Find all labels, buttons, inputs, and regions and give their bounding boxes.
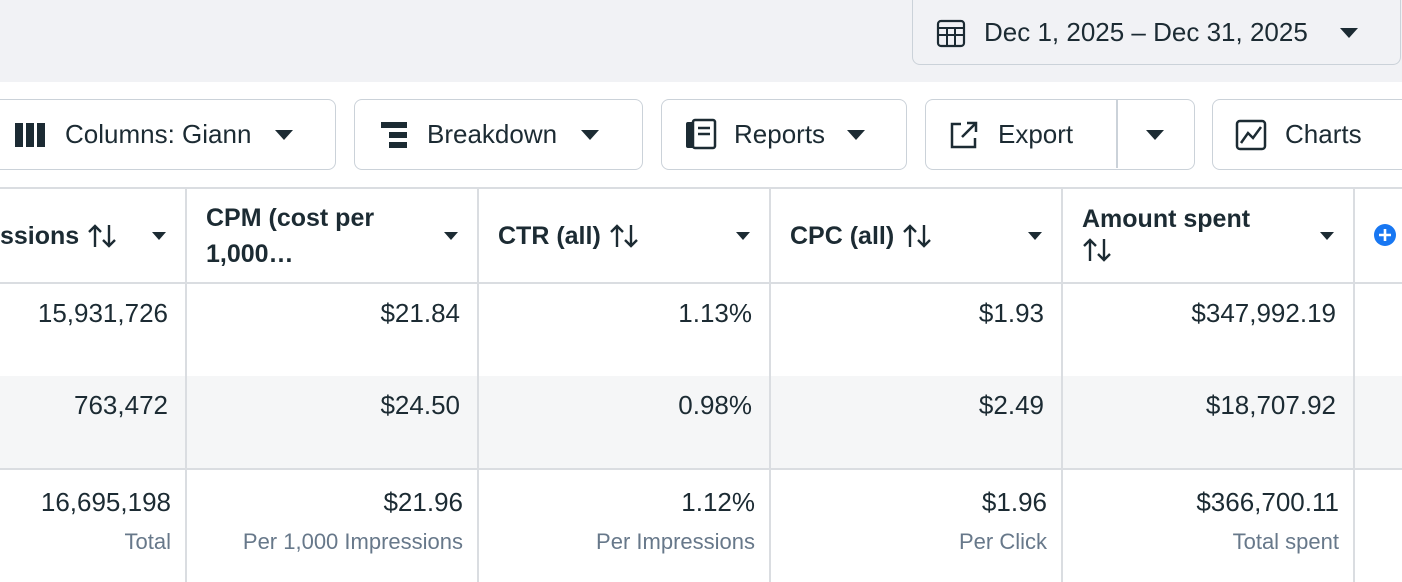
sort-icon[interactable]	[1082, 237, 1114, 263]
total-note: Per Click	[958, 529, 1047, 554]
dropdown-caret	[1339, 27, 1358, 38]
header-text: CPC (all)	[790, 222, 895, 250]
column-divider	[185, 187, 187, 582]
column-menu-caret[interactable]	[1027, 231, 1043, 241]
column-header[interactable]: ssions	[0, 201, 135, 271]
charts-button[interactable]: Charts	[1212, 99, 1402, 170]
total-note: Total	[124, 529, 171, 554]
column-menu-caret[interactable]	[443, 231, 459, 241]
plus-icon[interactable]	[1373, 223, 1397, 247]
row-border	[0, 468, 1402, 470]
table-cell: $2.49	[978, 390, 1044, 420]
column-divider	[1061, 187, 1063, 582]
column-divider	[1353, 187, 1355, 582]
total-note: Total spent	[1232, 529, 1339, 554]
column-menu[interactable]	[151, 231, 167, 241]
breakdown-icon	[381, 121, 407, 148]
table-cell: 0.98%	[678, 390, 752, 420]
column-divider	[477, 187, 479, 582]
reports-icon	[686, 118, 717, 149]
reports-button[interactable]: Reports	[661, 99, 907, 170]
column-header[interactable]: Amount spent	[1082, 201, 1303, 271]
charts-icon	[1235, 119, 1267, 150]
table-cell: $347,992.19	[1191, 298, 1336, 328]
button-label: Columns: Giann	[65, 119, 252, 149]
column-header[interactable]: CTR (all)	[498, 201, 719, 271]
data-table: ssions CPM (cost per 1,000… CTR (all) CPC (…	[0, 187, 1402, 582]
dropdown-caret[interactable]	[1144, 128, 1166, 142]
header-text: CTR (all)	[498, 222, 601, 250]
column-menu[interactable]	[443, 231, 459, 241]
column-header[interactable]: CPM (cost per 1,000…	[206, 201, 427, 271]
date-range-text: Dec 1, 2025 – Dec 31, 2025	[984, 17, 1308, 47]
header-text: CPM (cost per 1,000…	[206, 204, 375, 268]
export-icon	[950, 121, 978, 148]
button-label: Charts	[1285, 119, 1362, 149]
date-range-picker[interactable]: Dec 1, 2025 – Dec 31, 2025	[912, 0, 1401, 65]
columns-icon	[15, 122, 45, 147]
table-cell: 763,472	[74, 390, 168, 420]
header-text: Amount spent	[1082, 205, 1251, 233]
total-value: 1.12%	[681, 487, 755, 517]
table-cell: $24.50	[380, 390, 460, 420]
table-top-border	[0, 187, 1402, 189]
export-button[interactable]: Export	[925, 99, 1195, 170]
dropdown-caret	[275, 129, 294, 140]
total-value: $366,700.11	[1196, 487, 1339, 517]
breakdown-button[interactable]: Breakdown	[354, 99, 643, 170]
total-value: $1.96	[981, 487, 1047, 517]
column-menu-caret[interactable]	[151, 231, 167, 241]
total-note: Per 1,000 Impressions	[242, 529, 463, 554]
sort-icon[interactable]	[902, 223, 934, 249]
columns-button[interactable]: Columns: Giann	[0, 99, 336, 170]
split-divider	[1116, 100, 1118, 168]
dropdown-caret	[847, 129, 866, 140]
add-column[interactable]	[1373, 223, 1397, 247]
total-note: Per Impressions	[596, 529, 755, 554]
table-cell: $18,707.92	[1205, 390, 1336, 420]
table-cell: $21.84	[380, 298, 460, 328]
total-value: 16,695,198	[40, 487, 171, 517]
column-menu-caret[interactable]	[735, 231, 751, 241]
column-divider	[769, 187, 771, 582]
table-cell: 1.13%	[678, 298, 752, 328]
table-cell: $1.93	[978, 298, 1044, 328]
button-label: Export	[998, 119, 1074, 149]
total-value: $21.96	[383, 487, 463, 517]
row-border	[0, 282, 1402, 284]
sort-icon[interactable]	[87, 223, 119, 249]
column-menu[interactable]	[1319, 231, 1335, 241]
header-text: ssions	[0, 222, 80, 250]
table-cell: 15,931,726	[37, 298, 168, 328]
dropdown-caret	[581, 129, 600, 140]
column-menu[interactable]	[1027, 231, 1043, 241]
column-header[interactable]: CPC (all)	[790, 201, 1011, 271]
button-label: Reports	[734, 119, 826, 149]
column-menu-caret[interactable]	[1319, 231, 1335, 241]
calendar-icon	[936, 19, 966, 47]
button-label: Breakdown	[427, 119, 558, 149]
sort-icon[interactable]	[609, 223, 641, 249]
column-menu[interactable]	[735, 231, 751, 241]
